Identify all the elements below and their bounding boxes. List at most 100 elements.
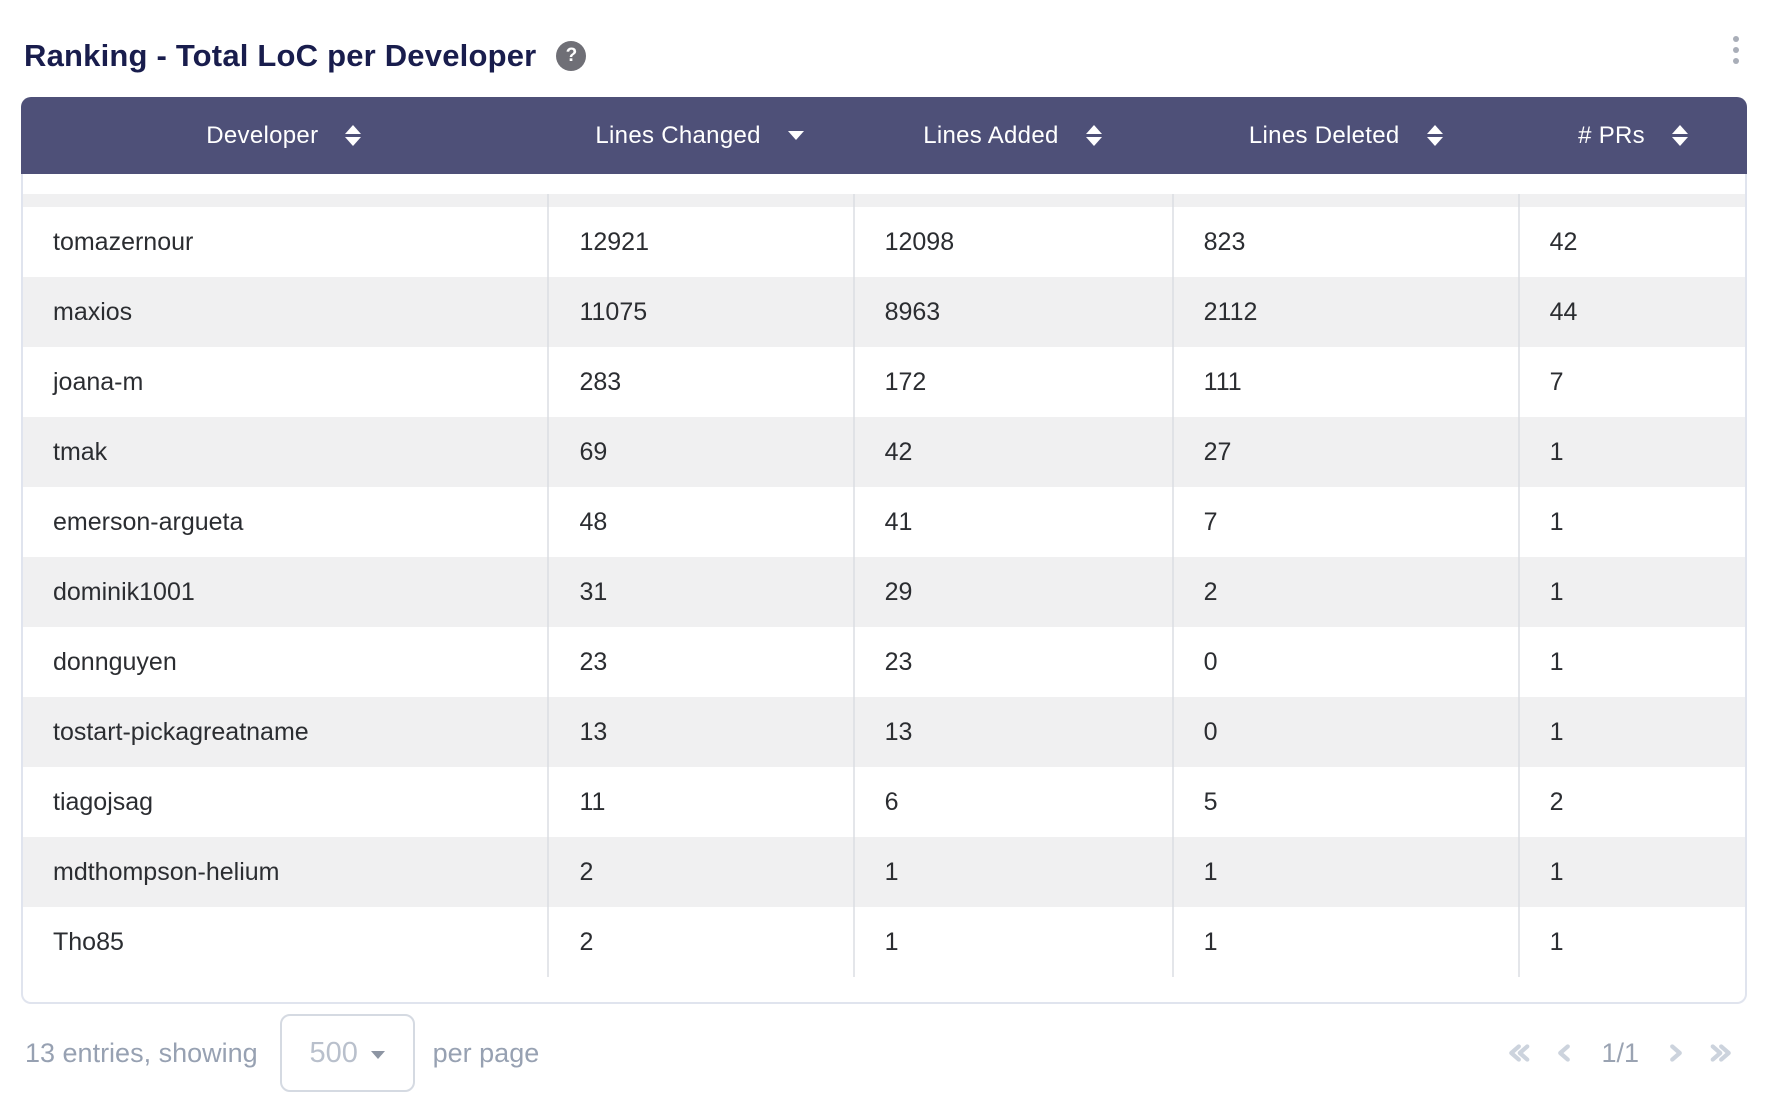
page-title: Ranking - Total LoC per Developer [24, 38, 536, 74]
table-row: tmak6942271 [23, 417, 1745, 487]
cell-developer: mdthompson-helium [23, 837, 547, 907]
kebab-dot-icon [1733, 36, 1739, 42]
cell-lines_deleted: 2 [1172, 557, 1518, 627]
cell-developer: maxios [23, 277, 547, 347]
cell-lines_changed: 11 [547, 767, 852, 837]
column-header-developer[interactable]: Developer [21, 97, 547, 174]
cell-lines_changed: 48 [547, 487, 852, 557]
partial-row-remnant [23, 194, 1745, 207]
cell-lines_changed: 69 [547, 417, 852, 487]
card-title-row: Ranking - Total LoC per Developer ? [24, 30, 1747, 82]
table-row: Tho852111 [23, 907, 1745, 977]
cell-lines_added: 41 [853, 487, 1172, 557]
cell-lines_added: 1 [853, 837, 1172, 907]
entries-label: 13 entries, showing [25, 1038, 258, 1069]
cell-lines_changed: 23 [547, 627, 852, 697]
cell-lines_added: 172 [853, 347, 1172, 417]
column-label: Lines Deleted [1249, 122, 1400, 150]
ranking-card: Ranking - Total LoC per Developer ? Deve… [0, 0, 1774, 1112]
cell-prs: 1 [1518, 907, 1745, 977]
table-body: tomazernour129211209882342maxios11075896… [21, 174, 1747, 1004]
cell-prs: 44 [1518, 277, 1745, 347]
cell-lines_added: 12098 [853, 207, 1172, 277]
column-header-lines_added[interactable]: Lines Added [853, 97, 1173, 174]
cell-prs: 1 [1518, 557, 1745, 627]
cell-lines_deleted: 5 [1172, 767, 1518, 837]
cell-lines_deleted: 0 [1172, 627, 1518, 697]
table-row: tomazernour129211209882342 [23, 207, 1745, 277]
cell-prs: 2 [1518, 767, 1745, 837]
table-footer: 13 entries, showing 500 per page 1/1 [21, 1013, 1747, 1093]
help-icon[interactable]: ? [556, 41, 586, 71]
table-row: tostart-pickagreatname131301 [23, 697, 1745, 767]
cell-lines_added: 1 [853, 907, 1172, 977]
kebab-dot-icon [1733, 58, 1739, 64]
column-label: Lines Added [923, 122, 1058, 150]
column-label: Developer [206, 122, 318, 150]
cell-prs: 42 [1518, 207, 1745, 277]
chevron-down-icon [371, 1051, 385, 1059]
cell-developer: tiagojsag [23, 767, 547, 837]
cell-prs: 7 [1518, 347, 1745, 417]
cell-lines_deleted: 2112 [1172, 277, 1518, 347]
column-header-prs[interactable]: # PRs [1519, 97, 1747, 174]
kebab-dot-icon [1733, 47, 1739, 53]
cell-developer: donnguyen [23, 627, 547, 697]
cell-prs: 1 [1518, 837, 1745, 907]
cell-lines_deleted: 1 [1172, 907, 1518, 977]
cell-lines_changed: 12921 [547, 207, 852, 277]
table-row: emerson-argueta484171 [23, 487, 1745, 557]
per-page-label: per page [433, 1038, 540, 1069]
cell-prs: 1 [1518, 627, 1745, 697]
cell-lines_deleted: 111 [1172, 347, 1518, 417]
table-row: mdthompson-helium2111 [23, 837, 1745, 907]
cell-prs: 1 [1518, 487, 1745, 557]
table-rows: tomazernour129211209882342maxios11075896… [23, 207, 1745, 977]
first-page-button[interactable] [1501, 1038, 1531, 1068]
cell-developer: tmak [23, 417, 547, 487]
cell-lines_changed: 283 [547, 347, 852, 417]
cell-lines_deleted: 7 [1172, 487, 1518, 557]
column-header-lines_deleted[interactable]: Lines Deleted [1172, 97, 1519, 174]
page-indicator: 1/1 [1601, 1038, 1639, 1069]
sort-icon [1672, 125, 1688, 146]
cell-developer: dominik1001 [23, 557, 547, 627]
cell-prs: 1 [1518, 697, 1745, 767]
cell-lines_changed: 31 [547, 557, 852, 627]
cell-lines_changed: 2 [547, 837, 852, 907]
cell-lines_deleted: 1 [1172, 837, 1518, 907]
cell-developer: joana-m [23, 347, 547, 417]
column-header-lines_changed[interactable]: Lines Changed [547, 97, 853, 174]
cell-developer: Tho85 [23, 907, 547, 977]
cell-lines_added: 8963 [853, 277, 1172, 347]
kebab-menu-button[interactable] [1725, 30, 1747, 70]
cell-lines_deleted: 27 [1172, 417, 1518, 487]
table-row: maxios110758963211244 [23, 277, 1745, 347]
cell-lines_added: 6 [853, 767, 1172, 837]
cell-developer: emerson-argueta [23, 487, 547, 557]
cell-lines_changed: 13 [547, 697, 852, 767]
table-row: donnguyen232301 [23, 627, 1745, 697]
per-page-select[interactable]: 500 [280, 1014, 415, 1092]
table-row: tiagojsag11652 [23, 767, 1745, 837]
last-page-button[interactable] [1709, 1038, 1739, 1068]
cell-prs: 1 [1518, 417, 1745, 487]
cell-lines_changed: 2 [547, 907, 852, 977]
cell-lines_added: 42 [853, 417, 1172, 487]
cell-lines_added: 13 [853, 697, 1172, 767]
prev-page-button[interactable] [1549, 1038, 1579, 1068]
sort-icon [345, 125, 361, 146]
column-label: # PRs [1578, 122, 1645, 150]
sort-icon [1427, 125, 1443, 146]
table-row: joana-m2831721117 [23, 347, 1745, 417]
cell-lines_changed: 11075 [547, 277, 852, 347]
pagination: 1/1 [1501, 1038, 1739, 1069]
next-page-button[interactable] [1661, 1038, 1691, 1068]
cell-lines_added: 29 [853, 557, 1172, 627]
per-page-value: 500 [309, 1037, 357, 1070]
cell-lines_added: 23 [853, 627, 1172, 697]
sort-icon [1086, 125, 1102, 146]
table-row: dominik1001312921 [23, 557, 1745, 627]
table-header-row: Developer Lines Changed Lines Added Lines D… [21, 97, 1747, 174]
cell-lines_deleted: 0 [1172, 697, 1518, 767]
